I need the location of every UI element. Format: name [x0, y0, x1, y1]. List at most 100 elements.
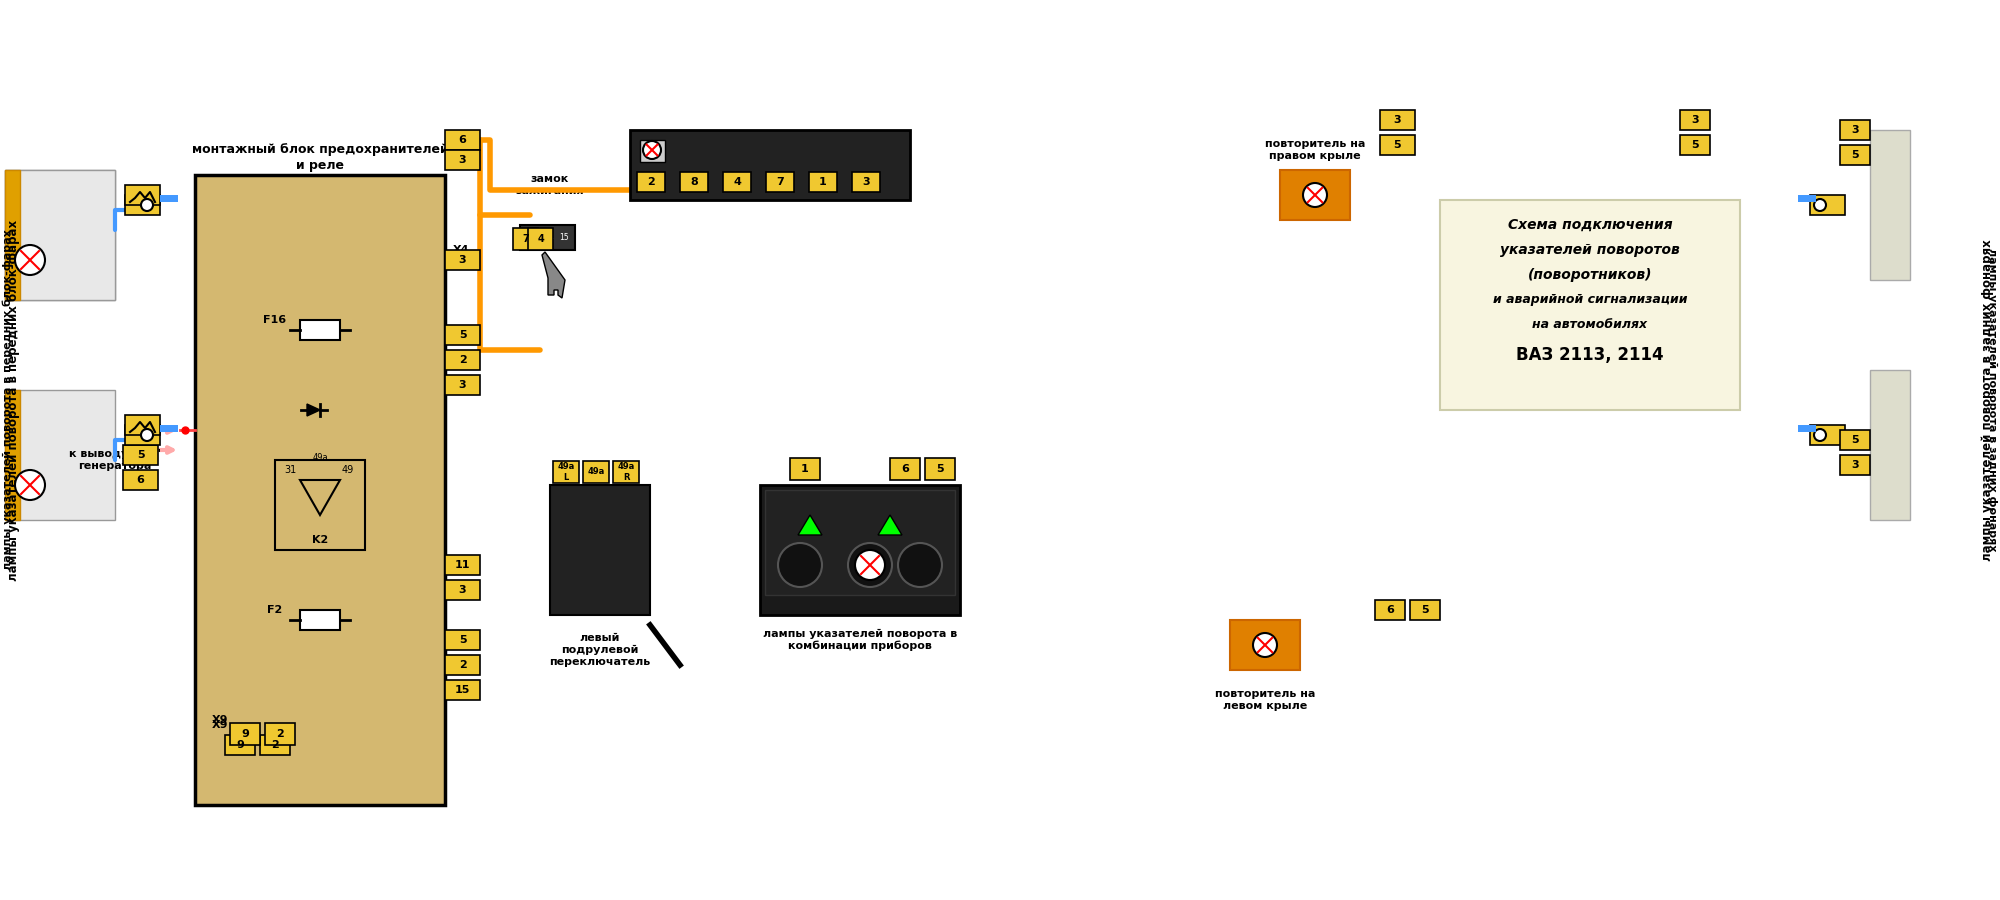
Bar [444, 325, 480, 345]
Text: 2: 2 [276, 729, 284, 739]
Text: повторитель на
левом крыле: повторитель на левом крыле [1214, 689, 1316, 711]
Bar [196, 175, 444, 805]
Text: Схема подключения: Схема подключения [1508, 218, 1672, 232]
Text: и аварийной сигнализации: и аварийной сигнализации [1492, 293, 1688, 307]
Text: X9: X9 [212, 720, 228, 730]
Polygon shape [878, 515, 902, 535]
Text: (поворотников): (поворотников) [1528, 268, 1652, 282]
Text: лампы указателей поворота в
комбинации приборов: лампы указателей поворота в комбинации п… [762, 629, 958, 651]
Bar [680, 172, 708, 192]
Text: 1: 1 [802, 464, 808, 474]
Bar [724, 172, 752, 192]
Text: K2: K2 [312, 535, 328, 545]
Bar [764, 490, 956, 595]
Text: 49a
L: 49a L [558, 463, 574, 482]
Text: 3: 3 [458, 155, 466, 165]
Bar [1870, 130, 1910, 280]
Text: 5: 5 [136, 450, 144, 460]
Polygon shape [542, 252, 566, 298]
Bar [1410, 600, 1440, 620]
Bar [444, 555, 480, 575]
Bar [224, 735, 256, 755]
Text: X2: X2 [452, 680, 470, 690]
Text: X1: X1 [452, 160, 470, 170]
Text: 9: 9 [242, 729, 248, 739]
Text: 5: 5 [1852, 150, 1858, 160]
Ellipse shape [8, 400, 102, 510]
Circle shape [1304, 183, 1328, 207]
Text: 5: 5 [936, 464, 944, 474]
Bar [1680, 110, 1710, 130]
Text: ВАЗ 2113, 2114: ВАЗ 2113, 2114 [1516, 346, 1664, 364]
Bar [124, 415, 160, 435]
Bar [300, 610, 340, 630]
Text: 11: 11 [454, 560, 470, 570]
Bar [124, 470, 158, 490]
Bar [1840, 120, 1870, 140]
Text: замок
зажигания: замок зажигания [516, 175, 584, 196]
Text: 3: 3 [862, 177, 870, 187]
Text: 5: 5 [1394, 140, 1402, 150]
Bar [1680, 135, 1710, 155]
Bar [1870, 370, 1910, 520]
Bar [550, 485, 650, 615]
Text: на автомобилях: на автомобилях [1532, 319, 1648, 331]
Text: 5: 5 [1692, 140, 1698, 150]
Text: 1: 1 [820, 177, 826, 187]
Bar [1798, 425, 1816, 432]
Bar [276, 460, 364, 550]
Text: 7: 7 [522, 234, 528, 244]
Text: 2: 2 [272, 740, 278, 750]
Text: F16: F16 [264, 315, 286, 325]
Bar [4, 390, 116, 520]
Bar [1798, 195, 1816, 202]
Bar [444, 250, 480, 270]
Text: 31: 31 [284, 465, 296, 475]
Bar [1810, 425, 1844, 445]
Circle shape [644, 141, 660, 159]
Text: 15: 15 [560, 233, 568, 242]
Text: повторитель на
правом крыле: повторитель на правом крыле [1264, 140, 1366, 161]
Circle shape [16, 245, 44, 275]
Bar [808, 172, 836, 192]
Bar [4, 170, 20, 300]
Text: указателей поворотов: указателей поворотов [1500, 243, 1680, 257]
Bar [1280, 170, 1350, 220]
Text: и реле: и реле [296, 158, 344, 172]
Bar [890, 458, 920, 480]
Bar [124, 425, 160, 445]
Text: 2: 2 [648, 177, 654, 187]
Text: 9: 9 [236, 740, 244, 750]
Text: X8: X8 [124, 435, 142, 445]
Bar [444, 130, 480, 150]
Bar [160, 425, 178, 432]
Circle shape [140, 199, 152, 211]
Text: 7: 7 [776, 177, 784, 187]
Bar [444, 580, 480, 600]
Bar [124, 185, 160, 205]
Bar [1870, 220, 1980, 280]
Bar [300, 320, 340, 340]
Text: X4: X4 [452, 245, 470, 255]
Circle shape [898, 543, 942, 587]
Text: 5: 5 [1852, 435, 1858, 445]
Text: 2: 2 [458, 355, 466, 365]
Circle shape [1814, 429, 1826, 441]
Text: 3: 3 [1394, 115, 1402, 125]
Text: 3: 3 [458, 380, 466, 390]
Text: 3: 3 [1852, 125, 1858, 135]
Bar [444, 350, 480, 370]
Bar [444, 630, 480, 650]
Text: монтажный блок предохранителей: монтажный блок предохранителей [192, 143, 448, 157]
Bar [124, 195, 160, 215]
Text: 30: 30 [520, 233, 530, 242]
Bar [512, 228, 538, 250]
Text: 4: 4 [548, 233, 554, 242]
Circle shape [16, 470, 44, 500]
Bar [520, 225, 576, 250]
Text: лампы указателей поворота в передних блок-фарах: лампы указателей поворота в передних бло… [8, 220, 20, 580]
Text: X3: X3 [452, 325, 470, 335]
Text: 49a: 49a [588, 467, 604, 476]
Bar [640, 140, 664, 162]
Circle shape [140, 429, 152, 441]
